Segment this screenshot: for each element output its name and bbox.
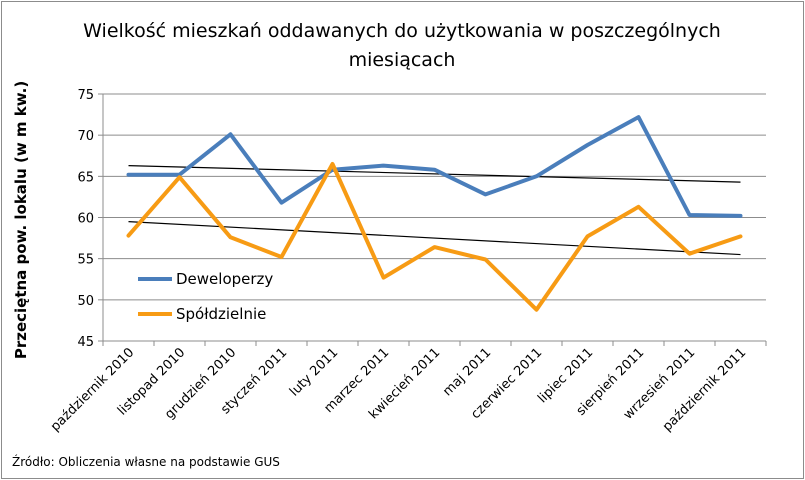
source-note: Źródło: Obliczenia własne na podstawie G… bbox=[12, 455, 280, 469]
series-line-spoldzielnie bbox=[126, 162, 743, 312]
trendline-spoldzielnie bbox=[128, 221, 741, 256]
y-tick-label: 60 bbox=[77, 212, 94, 227]
legend-label-spoldzielnie: Spółdzielnie bbox=[176, 305, 266, 323]
y-tick-label: 70 bbox=[77, 129, 94, 144]
trendline-deweloperzy bbox=[128, 165, 741, 183]
chart-title-line-1: Wielkość mieszkań oddawanych do użytkowa… bbox=[83, 20, 721, 42]
y-tick-label: 65 bbox=[77, 170, 94, 185]
legend: Deweloperzy Spółdzielnie bbox=[138, 270, 273, 323]
series-line-deweloperzy bbox=[126, 115, 743, 218]
y-tick-label: 50 bbox=[77, 294, 94, 309]
legend-label-deweloperzy: Deweloperzy bbox=[176, 270, 273, 288]
x-tick-label: październik 2010 bbox=[48, 345, 137, 434]
y-tick-label: 75 bbox=[77, 88, 94, 103]
x-tick-label: luty 2011 bbox=[287, 345, 341, 399]
x-tick-label: maj 2011 bbox=[440, 345, 494, 399]
trendlines bbox=[128, 165, 741, 256]
y-axis-label: Przeciętna pow. lokalu (w m kw.) bbox=[12, 81, 30, 359]
y-tick-label: 45 bbox=[77, 335, 94, 350]
y-axis: 45 50 55 60 65 70 75 bbox=[77, 88, 104, 350]
gridlines bbox=[103, 93, 766, 342]
y-tick-label: 55 bbox=[77, 253, 94, 268]
series-lines bbox=[126, 115, 743, 312]
chart-title-line-2: miesiącach bbox=[349, 49, 456, 71]
